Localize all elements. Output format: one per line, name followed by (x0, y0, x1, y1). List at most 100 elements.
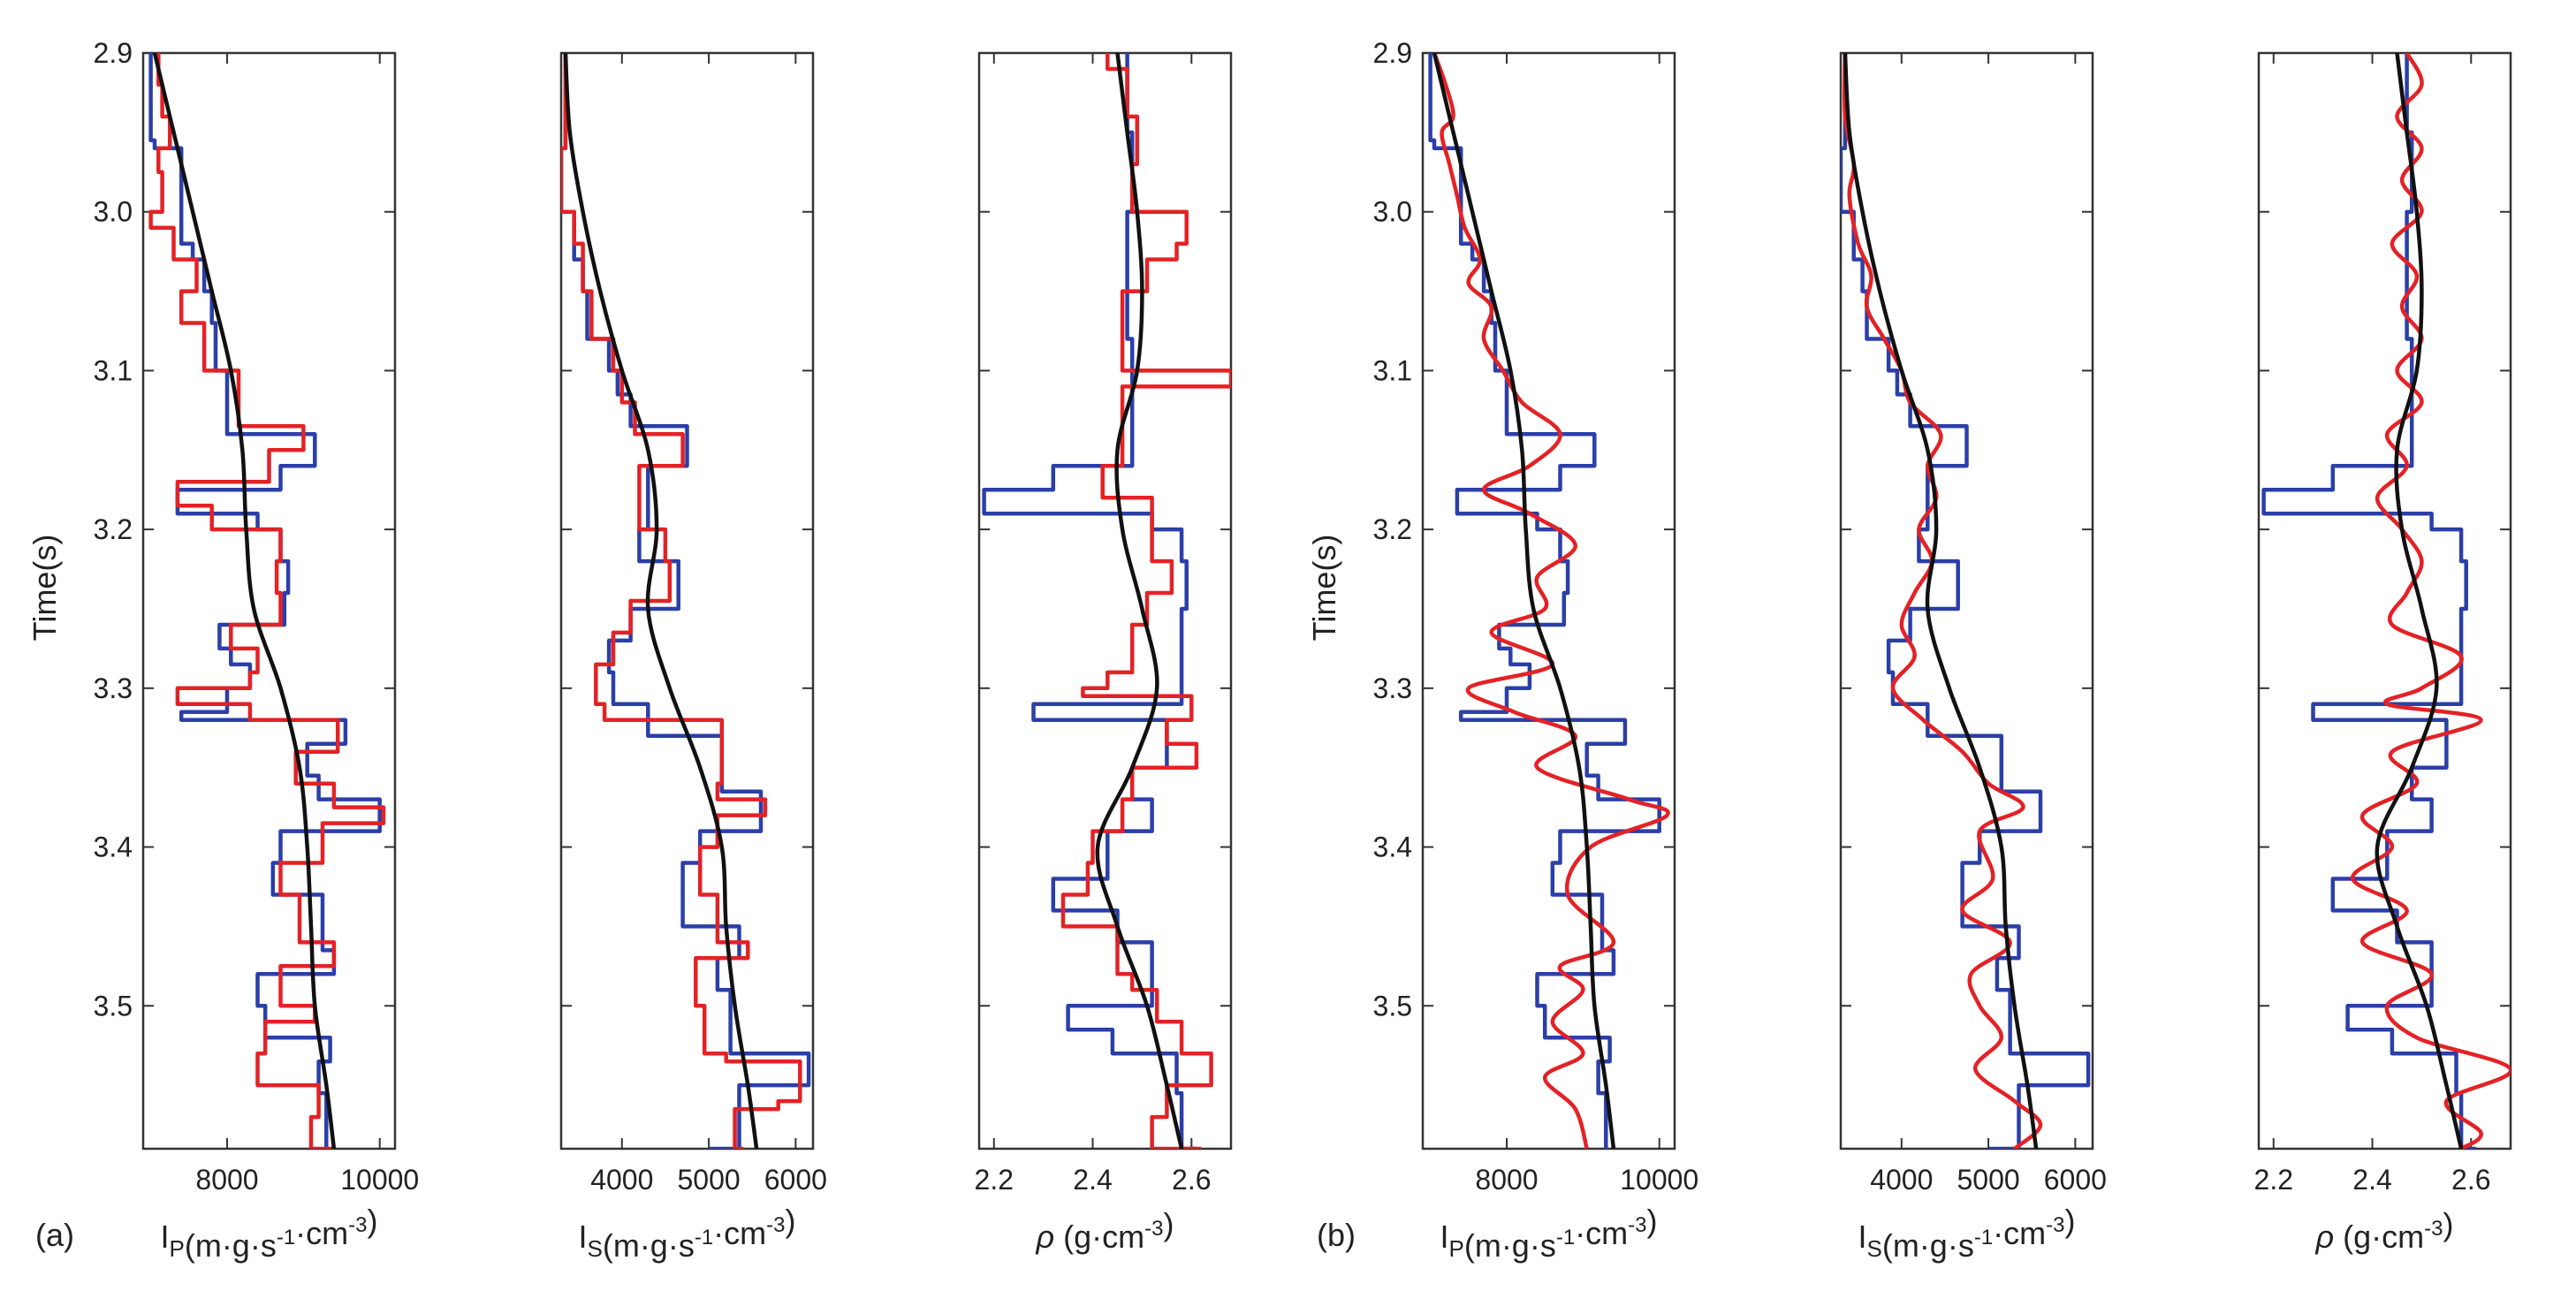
x-tick-label: 2.6 (2451, 1164, 2490, 1196)
x-axis-title: IP(m·g·s-1·cm-3) (160, 1203, 377, 1264)
x-tick-label: 2.4 (1073, 1164, 1112, 1196)
true-log-line (2261, 53, 2476, 1149)
x-axis-title-unit: ) (2065, 1203, 2076, 1239)
x-axis-title-unit: (g·cm (1054, 1219, 1144, 1255)
panel-frame (1839, 51, 2094, 1151)
panel-frame (1421, 51, 1676, 1151)
x-tick-label: 2.4 (2352, 1164, 2391, 1196)
x-tick-label: 10000 (1620, 1164, 1698, 1196)
y-tick-label: 3.2 (94, 513, 133, 545)
x-axis-title-unit: ·cm (1575, 1215, 1628, 1251)
x-axis-title: IS(m·g·s-1·cm-3) (1858, 1203, 2075, 1264)
panel-curves (982, 53, 1231, 1149)
true-log-line (561, 53, 811, 1149)
x-axis-title-unit: ) (2443, 1206, 2453, 1242)
panel-curves (561, 53, 811, 1149)
x-axis-title-unit: ) (1647, 1203, 1658, 1239)
x-tick-label: 2.6 (1172, 1164, 1211, 1196)
x-axis-title-unit: ) (786, 1203, 796, 1239)
panel-curves (2261, 53, 2511, 1149)
panel-curves (148, 53, 386, 1149)
inverted-result-line (1842, 53, 2043, 1149)
y-tick-label: 3.5 (1373, 990, 1412, 1021)
initial-model-line (1843, 53, 2039, 1149)
x-tick-label: 5000 (1957, 1164, 2019, 1196)
y-tick-label: 2.9 (94, 37, 133, 69)
x-axis-title-main: ρ (1036, 1219, 1055, 1255)
x-axis-title-exponent: -1 (695, 1226, 713, 1249)
inverted-result-line (148, 53, 386, 1149)
x-axis-title: IS(m·g·s-1·cm-3) (578, 1203, 795, 1264)
x-axis-title-main: I (1858, 1219, 1866, 1255)
y-tick-label: 3.3 (94, 672, 133, 704)
y-axis-title-b: Time(s) (1306, 535, 1342, 642)
initial-model-line (1432, 53, 1616, 1149)
x-tick-label: 6000 (764, 1164, 827, 1196)
y-tick-label: 3.2 (1373, 513, 1412, 545)
x-axis-title-main: I (160, 1219, 169, 1255)
panel-frame (141, 51, 397, 1151)
panel-3: 2.2 2.4 2.6 ρ (g·cm-3) (975, 51, 1233, 1255)
panel-curves (1841, 53, 2091, 1149)
panel-1: 2.9 3.0 3.1 3.2 3.3 3.4 3.5 8000 10000 IP(m·g·s-1… (94, 37, 420, 1264)
true-log-line (982, 53, 1197, 1149)
x-axis-title-exponent: -3 (1628, 1213, 1646, 1237)
initial-model-line (152, 53, 337, 1149)
true-log-line (1841, 53, 2091, 1149)
y-tick-label: 3.0 (94, 196, 133, 228)
y-tick-label: 3.1 (94, 354, 133, 386)
y-tick-label: 3.0 (1373, 196, 1412, 228)
y-tick-label: 3.3 (1373, 672, 1412, 704)
x-axis-title-unit: (m·g·s (603, 1227, 695, 1264)
x-axis-title-exponent: -3 (2046, 1213, 2064, 1237)
initial-model-line (563, 53, 759, 1149)
x-axis-title-sub: P (170, 1235, 185, 1262)
panel-6: 2.2 2.4 2.6 ρ (g·cm-3) (2254, 51, 2512, 1255)
x-axis-title-unit: (m·g·s (1882, 1227, 1974, 1264)
panel-labels: (a) (b) Time(s) Time(s) (27, 535, 1356, 1253)
y-tick-label: 2.9 (1373, 37, 1412, 69)
initial-model-line (2375, 53, 2464, 1149)
x-axis-title-unit: (g·cm (2334, 1219, 2424, 1255)
y-tick-label: 3.5 (94, 990, 133, 1021)
panel-frame (559, 51, 815, 1151)
x-axis-title-exponent: -3 (2424, 1217, 2443, 1241)
panel-label-a: (a) (35, 1217, 74, 1253)
x-axis-title-exponent: -1 (1974, 1226, 1993, 1249)
inverted-result-line (561, 53, 802, 1149)
y-tick-label: 3.1 (1373, 354, 1412, 386)
x-axis-title: ρ (g·cm-3) (1036, 1206, 1174, 1255)
x-axis-title: ρ (g·cm-3) (2315, 1206, 2454, 1255)
x-tick-label: 2.2 (975, 1164, 1014, 1196)
y-tick-label: 3.4 (1373, 832, 1412, 863)
x-axis-title-unit: (m·g·s (185, 1227, 277, 1264)
panel-5: 4000 5000 6000 IS(m·g·s-1·cm-3) (1839, 51, 2107, 1264)
inverted-result-line (2350, 53, 2511, 1149)
x-axis-title-unit: ·cm (295, 1215, 348, 1251)
x-tick-label: 6000 (2044, 1164, 2107, 1196)
inverted-result-line (1060, 53, 1231, 1149)
x-axis-title-unit: ) (368, 1203, 378, 1239)
x-axis-title-sub: S (588, 1235, 603, 1262)
x-axis-title-unit: ) (1163, 1206, 1174, 1242)
x-axis-title-unit: (m·g·s (1464, 1227, 1556, 1264)
x-tick-label: 10000 (340, 1164, 419, 1196)
x-axis-title-sub: P (1449, 1235, 1464, 1262)
x-axis-title-main: I (1440, 1219, 1448, 1255)
x-tick-label: 2.2 (2254, 1164, 2293, 1196)
y-axis-title-a: Time(s) (27, 535, 63, 642)
x-tick-label: 8000 (195, 1164, 258, 1196)
panel-frame (2257, 51, 2512, 1151)
x-tick-label: 4000 (1870, 1164, 1933, 1196)
y-tick-label: 3.4 (94, 832, 133, 863)
panel-4: 2.9 3.0 3.1 3.2 3.3 3.4 3.5 8000 10000 IP(m·g·s-1… (1373, 37, 1699, 1264)
panel-frame (977, 51, 1233, 1151)
x-axis-title-exponent: -1 (277, 1226, 295, 1249)
x-axis-title-sub: S (1867, 1235, 1882, 1262)
x-axis-title-unit: ·cm (713, 1215, 766, 1251)
x-axis-title-exponent: -3 (766, 1213, 785, 1237)
x-axis-title-exponent: -1 (1556, 1226, 1575, 1249)
panel-2: 4000 5000 6000 IS(m·g·s-1·cm-3) (559, 51, 827, 1264)
